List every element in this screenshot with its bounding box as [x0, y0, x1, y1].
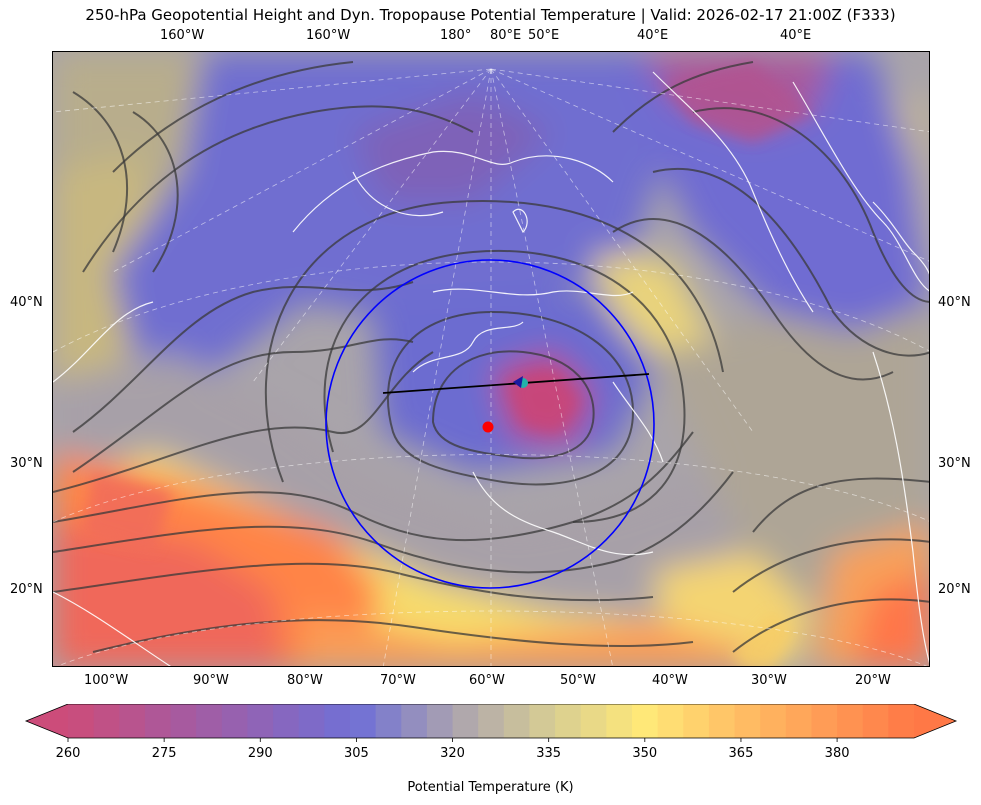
bottom-lon-label: 40°W — [652, 673, 688, 688]
bottom-lon-label: 20°W — [855, 673, 891, 688]
left-lat-label: 40°N — [10, 295, 43, 310]
colorbar-bin — [811, 704, 838, 738]
colorbar-bin — [426, 704, 454, 738]
height-contours — [53, 61, 929, 653]
colorbar-extend-low — [26, 704, 68, 738]
colorbar-bin — [760, 704, 787, 738]
colorbar-bin — [119, 704, 146, 738]
colorbar-bin — [170, 704, 197, 738]
right-lat-label: 30°N — [938, 456, 971, 471]
bottom-lon-label: 30°W — [751, 673, 787, 688]
colorbar-bins — [26, 704, 956, 738]
colorbar-bin — [888, 704, 915, 738]
bottom-lon-label: 100°W — [84, 673, 129, 688]
colorbar-tick-label: 305 — [344, 746, 369, 760]
colorbar-bin — [401, 704, 428, 738]
top-lon-label: 180° — [440, 28, 472, 43]
colorbar-bin — [683, 704, 710, 738]
colorbar: 260 275 290 305 320 335 350 365 380 — [24, 704, 958, 760]
coastlines — [53, 71, 929, 666]
colorbar-bin — [298, 704, 325, 738]
colorbar-bin — [734, 704, 761, 738]
colorbar-bin — [196, 704, 223, 738]
colorbar-bin — [837, 704, 864, 738]
colorbar-bin — [503, 704, 531, 738]
colorbar-bin — [580, 704, 607, 738]
top-lon-label: 40°E — [637, 28, 669, 43]
graticule — [53, 68, 929, 666]
colorbar-bin — [68, 704, 95, 738]
colorbar-bin — [555, 704, 582, 738]
center-marker — [482, 421, 494, 433]
top-lon-label: 160°W — [160, 28, 205, 43]
colorbar-ticks: 260 275 290 305 320 335 350 365 380 — [56, 738, 850, 760]
colorbar-bin — [657, 704, 684, 738]
colorbar-tick-label: 365 — [729, 746, 754, 760]
left-lat-label: 20°N — [10, 582, 43, 597]
bottom-lon-label: 50°W — [560, 673, 596, 688]
map-panel — [52, 51, 930, 667]
colorbar-bin — [606, 704, 633, 738]
field-detail — [83, 62, 813, 666]
colorbar-bin — [708, 704, 736, 738]
top-lon-label: 50°E — [528, 28, 560, 43]
colorbar-bin — [785, 704, 813, 738]
colorbar-bin — [478, 704, 505, 738]
colorbar-tick-label: 260 — [56, 746, 81, 760]
bottom-lon-label: 60°W — [469, 673, 505, 688]
colorbar-bin — [93, 704, 120, 738]
colorbar-bin — [350, 704, 377, 738]
bottom-lon-label: 90°W — [193, 673, 229, 688]
top-lon-label: 80°E — [490, 28, 522, 43]
colorbar-bin — [144, 704, 172, 738]
colorbar-tick-label: 320 — [440, 746, 465, 760]
colorbar-tick-label: 275 — [152, 746, 177, 760]
colorbar-bin — [632, 704, 659, 738]
right-lat-label: 20°N — [938, 582, 971, 597]
colorbar-label: Potential Temperature (K) — [407, 780, 574, 795]
colorbar-bin — [324, 704, 351, 738]
colorbar-bin — [529, 704, 556, 738]
chart-title: 250-hPa Geopotential Height and Dyn. Tro… — [85, 6, 896, 24]
potential-temperature-field — [53, 52, 929, 666]
colorbar-bin — [375, 704, 402, 738]
right-lat-label: 40°N — [938, 295, 971, 310]
colorbar-bin — [273, 704, 300, 738]
colorbar-outline — [24, 704, 958, 739]
colorbar-tick-label: 290 — [248, 746, 273, 760]
colorbar-extend-high — [914, 704, 956, 738]
top-lon-label: 40°E — [780, 28, 812, 43]
colorbar-tick-label: 335 — [536, 746, 561, 760]
colorbar-bin — [452, 704, 479, 738]
bottom-lon-label: 80°W — [287, 673, 323, 688]
colorbar-bin — [862, 704, 889, 738]
colorbar-tick-label: 350 — [632, 746, 657, 760]
bottom-lon-label: 70°W — [380, 673, 416, 688]
colorbar-bin — [221, 704, 249, 738]
left-lat-label: 30°N — [10, 456, 43, 471]
colorbar-bin — [247, 704, 274, 738]
top-lon-label: 160°W — [306, 28, 351, 43]
colorbar-tick-label: 380 — [825, 746, 850, 760]
map-canvas — [53, 52, 929, 666]
analysis-circle — [325, 259, 655, 589]
feature-arrow-icon — [513, 376, 523, 388]
